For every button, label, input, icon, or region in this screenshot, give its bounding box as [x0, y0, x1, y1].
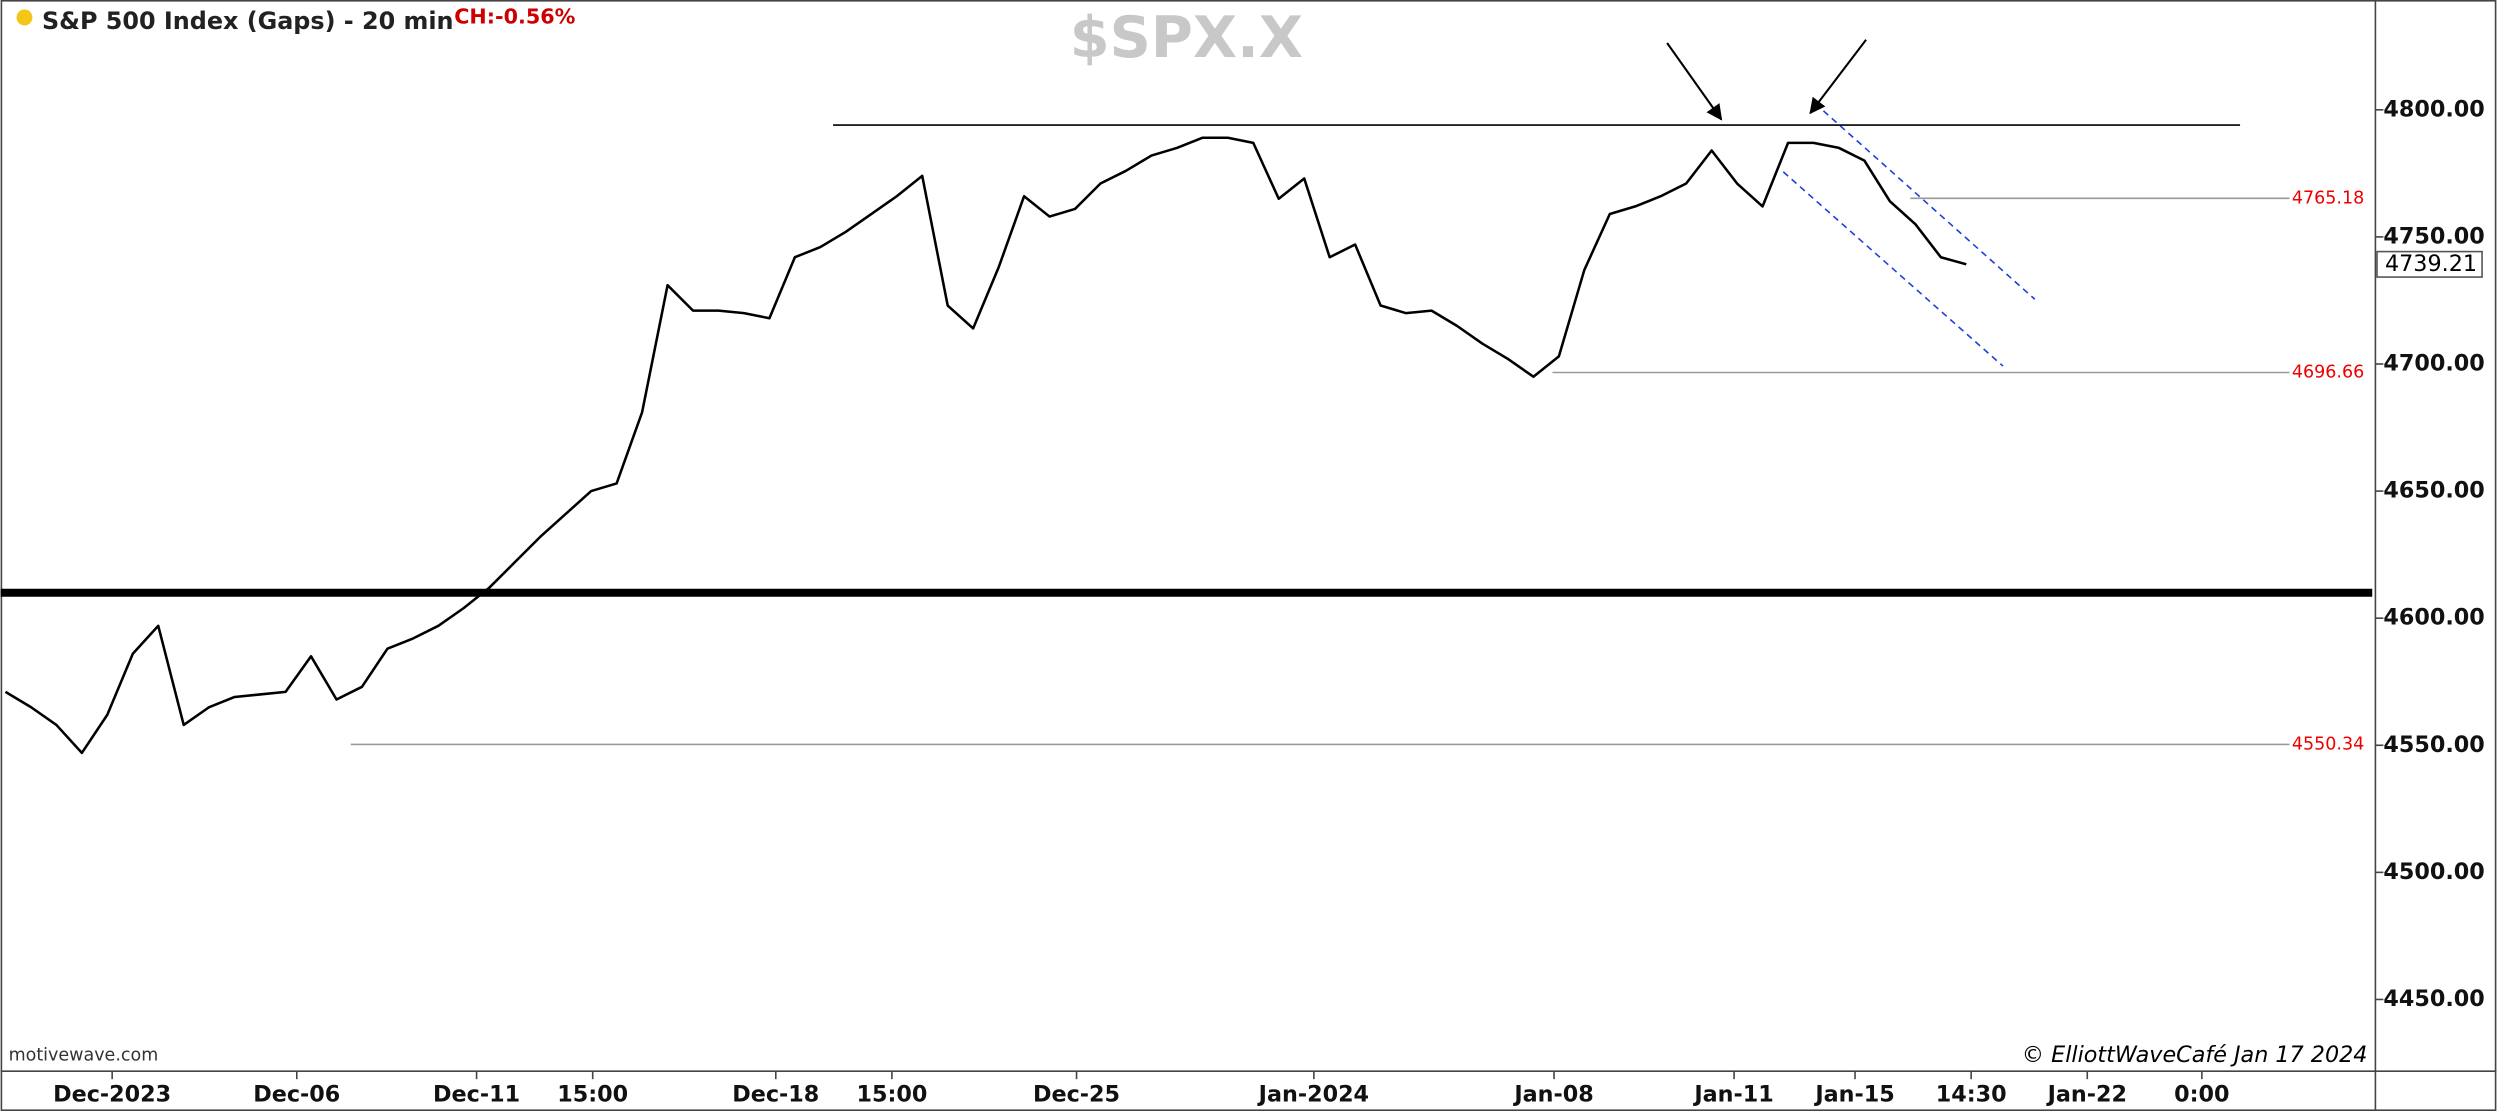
x-tick-label: Jan-11	[1692, 1082, 1773, 1108]
y-tick-label: 4800.00	[2383, 96, 2484, 122]
y-tick-label: 4550.00	[2383, 732, 2484, 758]
symbol-watermark: $SPX.X	[1070, 4, 1303, 71]
y-tick-label: 4500.00	[2383, 859, 2484, 885]
level-label: 4765.18	[2292, 188, 2364, 208]
x-tick-label: Jan-15	[1813, 1082, 1894, 1108]
source-label: motivewave.com	[9, 1045, 159, 1065]
x-tick-label: Dec-18	[732, 1082, 819, 1108]
status-dot	[16, 9, 33, 26]
x-tick-label: Dec-2023	[53, 1082, 171, 1108]
x-tick-label: Dec-06	[253, 1082, 340, 1108]
x-tick-label: 0:00	[2174, 1082, 2229, 1108]
level-label: 4550.34	[2292, 734, 2364, 754]
last-price-label: 4739.21	[2385, 251, 2477, 277]
x-tick-label: Jan-22	[2046, 1082, 2127, 1108]
y-tick-label: 4700.00	[2383, 350, 2484, 376]
x-tick-label: Jan-2024	[1257, 1082, 1369, 1108]
x-tick-label: 15:00	[856, 1082, 927, 1108]
x-tick-label: 15:00	[557, 1082, 628, 1108]
channel-upper	[1814, 102, 2036, 300]
x-tick-label: Jan-08	[1512, 1082, 1593, 1108]
credit-label: © ElliottWaveCafé Jan 17 2024	[2022, 1042, 2368, 1068]
y-tick-label: 4650.00	[2383, 478, 2484, 504]
x-tick-label: Dec-25	[1033, 1082, 1120, 1108]
y-tick-label: 4450.00	[2383, 986, 2484, 1012]
arrow	[1809, 39, 1867, 115]
x-tick-label: 14:30	[1936, 1082, 2007, 1108]
change-label: CH:-0.56%	[454, 5, 575, 29]
y-tick-label: 4750.00	[2383, 223, 2484, 249]
channel-lower	[1782, 171, 2004, 367]
last-price-box	[2376, 250, 2483, 278]
chart-title: S&P 500 Index (Gaps) - 20 min	[42, 7, 454, 35]
y-tick-label: 4600.00	[2383, 605, 2484, 631]
x-tick-label: Dec-11	[433, 1082, 520, 1108]
arrow	[1666, 42, 1723, 121]
price-line	[4, 136, 1967, 755]
level-label: 4696.66	[2292, 362, 2364, 382]
